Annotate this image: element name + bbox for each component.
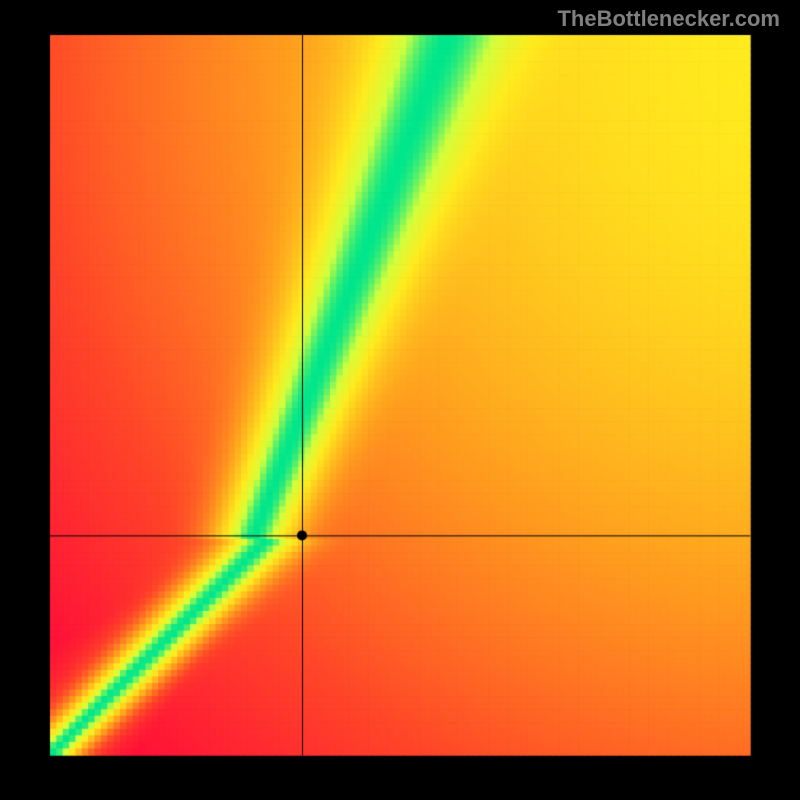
heatmap-canvas xyxy=(0,0,800,800)
watermark-text: TheBottlenecker.com xyxy=(557,6,780,32)
chart-container: TheBottlenecker.com xyxy=(0,0,800,800)
